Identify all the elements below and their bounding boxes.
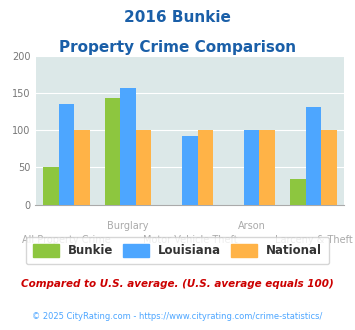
- Text: © 2025 CityRating.com - https://www.cityrating.com/crime-statistics/: © 2025 CityRating.com - https://www.city…: [32, 312, 323, 321]
- Bar: [290, 179, 306, 205]
- Text: Arson: Arson: [238, 221, 266, 231]
- Text: Property Crime Comparison: Property Crime Comparison: [59, 40, 296, 54]
- Text: Burglary: Burglary: [108, 221, 149, 231]
- Bar: [59, 104, 74, 205]
- Bar: [321, 130, 337, 205]
- Bar: [244, 130, 260, 205]
- Text: Motor Vehicle Theft: Motor Vehicle Theft: [143, 235, 237, 245]
- Legend: Bunkie, Louisiana, National: Bunkie, Louisiana, National: [26, 237, 329, 264]
- Bar: [105, 98, 120, 205]
- Text: 2016 Bunkie: 2016 Bunkie: [124, 10, 231, 25]
- Bar: [74, 130, 89, 205]
- Bar: [120, 88, 136, 205]
- Bar: [198, 130, 213, 205]
- Bar: [260, 130, 275, 205]
- Text: All Property Crime: All Property Crime: [22, 235, 111, 245]
- Bar: [182, 136, 198, 205]
- Text: Larceny & Theft: Larceny & Theft: [274, 235, 353, 245]
- Bar: [306, 107, 321, 205]
- Bar: [43, 168, 59, 205]
- Text: Compared to U.S. average. (U.S. average equals 100): Compared to U.S. average. (U.S. average …: [21, 279, 334, 289]
- Bar: [136, 130, 151, 205]
